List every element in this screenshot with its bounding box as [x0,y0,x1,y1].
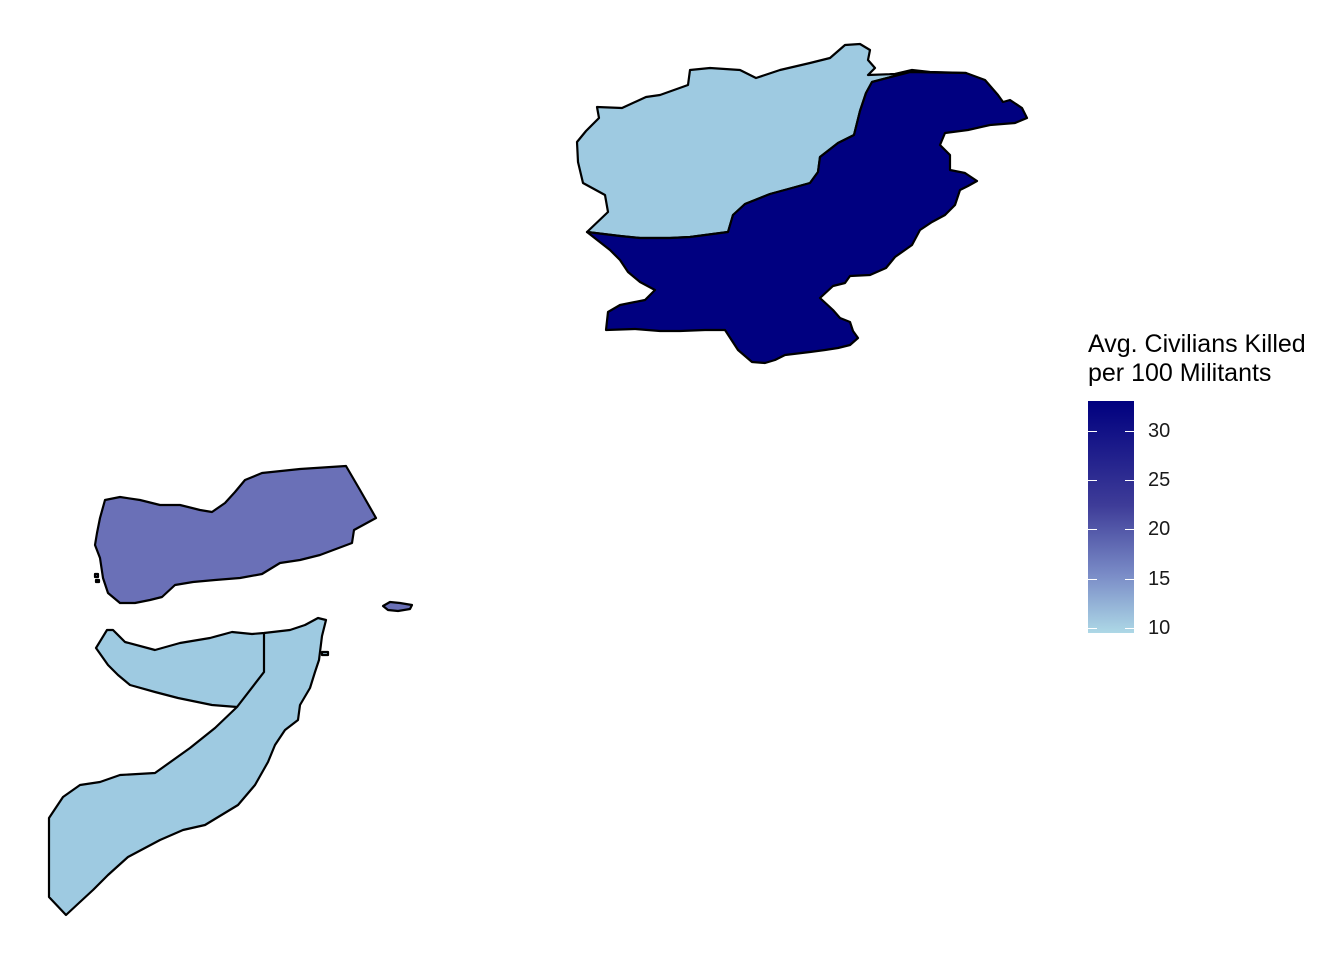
region-yemen [93,464,378,605]
region-somalia-islet [320,650,330,657]
legend-tick-mark-right [1125,578,1134,580]
legend-tick-mark-left [1088,628,1097,630]
legend-tick-label: 20 [1148,518,1171,541]
legend-tick-mark-right [1125,529,1134,531]
legend-title-line-2: per 100 Militants [1088,359,1272,387]
legend-colorbar-wrap: 30 25 20 15 10 [1088,401,1170,638]
region-yemen-socotra [381,600,414,613]
legend-tick-label: 15 [1148,567,1171,590]
legend-tick-mark-right [1125,628,1134,630]
legend-title: Avg. Civilians Killed per 100 Militants [1088,330,1344,388]
legend-tick-mark-right [1125,479,1134,481]
legend-tick-label: 10 [1148,617,1171,640]
legend: Avg. Civilians Killed per 100 Militants … [1088,330,1344,638]
legend-tick-mark-left [1088,578,1097,580]
legend-tick-label: 25 [1148,468,1171,491]
legend-tick-mark-left [1088,479,1097,481]
legend-title-line-1: Avg. Civilians Killed [1088,330,1306,358]
legend-tick-mark-left [1088,430,1097,432]
legend-tick-label: 30 [1148,419,1171,442]
legend-tick-mark-right [1125,430,1134,432]
region-border-somaliland [236,633,266,708]
legend-colorbar [1088,401,1134,633]
legend-tick-mark-left [1088,529,1097,531]
region-yemen-islet-2 [94,578,101,584]
region-pakistan [585,70,1029,365]
region-somalia [47,616,328,917]
region-yemen-islet-1 [93,572,100,579]
